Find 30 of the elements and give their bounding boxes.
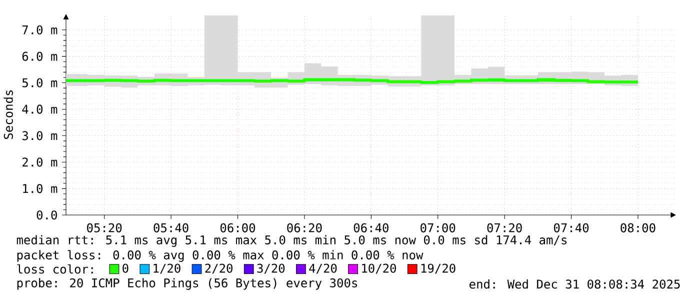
legend-label: 2/20 [205,264,232,274]
text: probe: 20 ICMP Echo Pings (56 Bytes) every 300s [17,278,358,290]
legend-label: 3/20 [257,264,285,274]
x-tick-label: 07:00 [420,223,456,232]
x-tick-label: 06:20 [287,223,322,232]
text: median rtt: 5.1 ms avg 5.1 ms max 5.0 ms min 5.0 ms now 0.0 ms sd 174.4 am/s [16,235,567,247]
y-tick-label: 1.0 m [23,184,58,194]
x-tick-label: 05:20 [87,223,122,232]
legend-label: 19/20 [421,264,456,274]
y-tick-label: 0.0 [36,210,57,220]
text: packet loss: 0.00 % avg 0.00 % max 0.00 % min 0.00 % now [17,250,424,262]
x-tick-label: 05:40 [154,223,188,232]
text: end: Wed Dec 31 08:08:34 2025 [470,279,680,289]
y-tick-label: 2.0 m [22,158,58,167]
legend-label: 10/20 [362,264,396,274]
legend-label: 4/20 [309,264,337,274]
y-tick-label: 5.0 m [22,78,58,88]
legend-label: 1/20 [154,264,180,274]
y-tick-label: 4.0 m [22,104,58,114]
y-tick-label: 6.0 m [22,52,58,61]
x-tick-label: 07:40 [554,223,589,232]
y-tick-label: 7.0 m [22,25,58,34]
x-tick-label: 07:20 [487,223,522,232]
legend-label: 0 [122,264,128,273]
y-tick-label: 3.0 m [22,131,58,140]
y-axis-title: Seconds [4,90,13,139]
x-tick-label: 06:40 [354,223,388,232]
x-tick-label: 08:00 [620,223,656,232]
legend-title: loss color: [17,264,93,274]
x-tick-label: 06:00 [220,223,256,232]
